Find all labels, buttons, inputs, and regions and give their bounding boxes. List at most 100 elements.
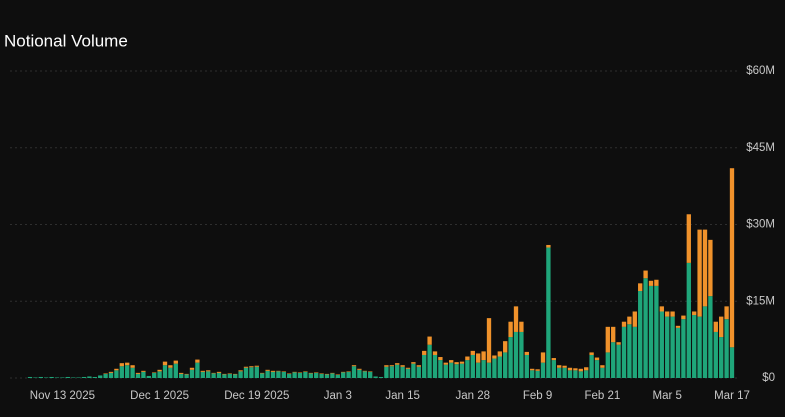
bar-segment xyxy=(719,316,724,338)
bar-segment xyxy=(303,371,308,372)
bar-segment xyxy=(346,371,351,378)
bar-segment xyxy=(141,370,146,372)
bar-segment xyxy=(422,350,427,355)
bar-segment xyxy=(411,362,416,364)
bar-segment xyxy=(330,373,335,378)
bar-segment xyxy=(535,369,540,371)
bar-segment xyxy=(411,363,416,378)
bar-segment xyxy=(395,364,400,378)
bar-segment xyxy=(211,372,216,374)
x-tick-label: Dec 1 2025 xyxy=(130,390,189,402)
bar-segment xyxy=(287,373,292,374)
bar-segment xyxy=(422,354,427,378)
bar-segment xyxy=(81,376,87,378)
bar-segment xyxy=(600,367,605,378)
bar-segment xyxy=(292,372,297,378)
bar-segment xyxy=(702,306,708,378)
bar-segment xyxy=(729,168,735,348)
bar-segment xyxy=(227,373,232,378)
bar-segment xyxy=(465,360,470,378)
bar-segment xyxy=(621,321,627,327)
bar-segment xyxy=(297,372,303,373)
bar-segment xyxy=(427,336,432,345)
bar-segment xyxy=(513,331,519,378)
bar-segment xyxy=(486,318,492,363)
bar-segment xyxy=(724,306,729,320)
bar-segment xyxy=(314,372,319,373)
bar-segment xyxy=(179,372,184,374)
bar-segment xyxy=(648,280,654,286)
bar-segment xyxy=(557,367,562,378)
bar-segment xyxy=(189,369,195,378)
bar-segment xyxy=(141,371,146,378)
bar-segment xyxy=(265,369,270,371)
bar-segment xyxy=(238,370,243,372)
bar-segment xyxy=(362,370,367,372)
bar-segment xyxy=(346,371,351,372)
bar-segment xyxy=(729,347,735,378)
bar-segment xyxy=(675,325,681,328)
bar-segment xyxy=(49,376,54,378)
bar-segment xyxy=(357,369,362,378)
bar-segment xyxy=(497,356,502,378)
bar-segment xyxy=(54,377,60,378)
bar-segment xyxy=(567,370,573,378)
bar-segment xyxy=(276,370,281,372)
bar-segment xyxy=(384,366,389,378)
bar-segment xyxy=(195,359,200,363)
bar-segment xyxy=(578,368,583,372)
bar-segment xyxy=(351,366,357,378)
bar-segment xyxy=(308,372,313,374)
bar-segment xyxy=(265,370,270,378)
bar-segment xyxy=(249,366,254,368)
bar-segment xyxy=(449,360,454,363)
bar-segment xyxy=(524,351,529,355)
bar-segment xyxy=(60,377,65,378)
bar-segment xyxy=(157,369,162,372)
bar-segment xyxy=(281,371,286,378)
bar-segment xyxy=(584,367,589,371)
bar-segment xyxy=(643,278,648,378)
bar-segment xyxy=(44,377,49,378)
bar-segment xyxy=(540,362,546,378)
bar-segment xyxy=(287,373,292,378)
bar-segment xyxy=(605,352,610,378)
bar-segment xyxy=(308,373,313,378)
bar-segment xyxy=(168,367,173,378)
bar-segment xyxy=(335,374,340,375)
x-tick-label: Mar 5 xyxy=(652,390,681,402)
bar-segment xyxy=(281,371,286,372)
bar-segment xyxy=(719,337,724,378)
bar-segment xyxy=(114,368,119,371)
bar-segment xyxy=(108,372,114,378)
bar-segment xyxy=(600,365,605,368)
bar-segment xyxy=(605,326,610,353)
bar-segment xyxy=(368,371,373,378)
bar-segment xyxy=(627,316,632,325)
bar-segment xyxy=(357,368,362,370)
bar-segment xyxy=(508,337,513,378)
bar-segment xyxy=(519,321,524,332)
bar-segment xyxy=(470,354,475,378)
bar-segment xyxy=(335,374,340,378)
bar-segment xyxy=(395,363,400,365)
bar-segment xyxy=(697,316,702,378)
bar-segment xyxy=(589,352,594,355)
bar-segment xyxy=(654,285,659,378)
bar-segment xyxy=(546,247,551,378)
bar-segment xyxy=(200,371,205,378)
x-tick-label: Jan 3 xyxy=(324,390,352,402)
bar-segment xyxy=(130,365,135,368)
bar-segment xyxy=(135,372,141,374)
bar-segment xyxy=(173,360,178,364)
bar-segment xyxy=(108,371,114,373)
bar-segment xyxy=(692,311,697,316)
bar-segment xyxy=(443,364,448,378)
bar-segment xyxy=(260,373,265,378)
y-tick-label: $15M xyxy=(746,295,775,307)
bar-segment xyxy=(459,363,465,378)
bar-segment xyxy=(567,367,573,371)
bar-segment xyxy=(76,377,81,378)
bar-segment xyxy=(513,306,519,332)
bar-segment xyxy=(103,373,108,374)
